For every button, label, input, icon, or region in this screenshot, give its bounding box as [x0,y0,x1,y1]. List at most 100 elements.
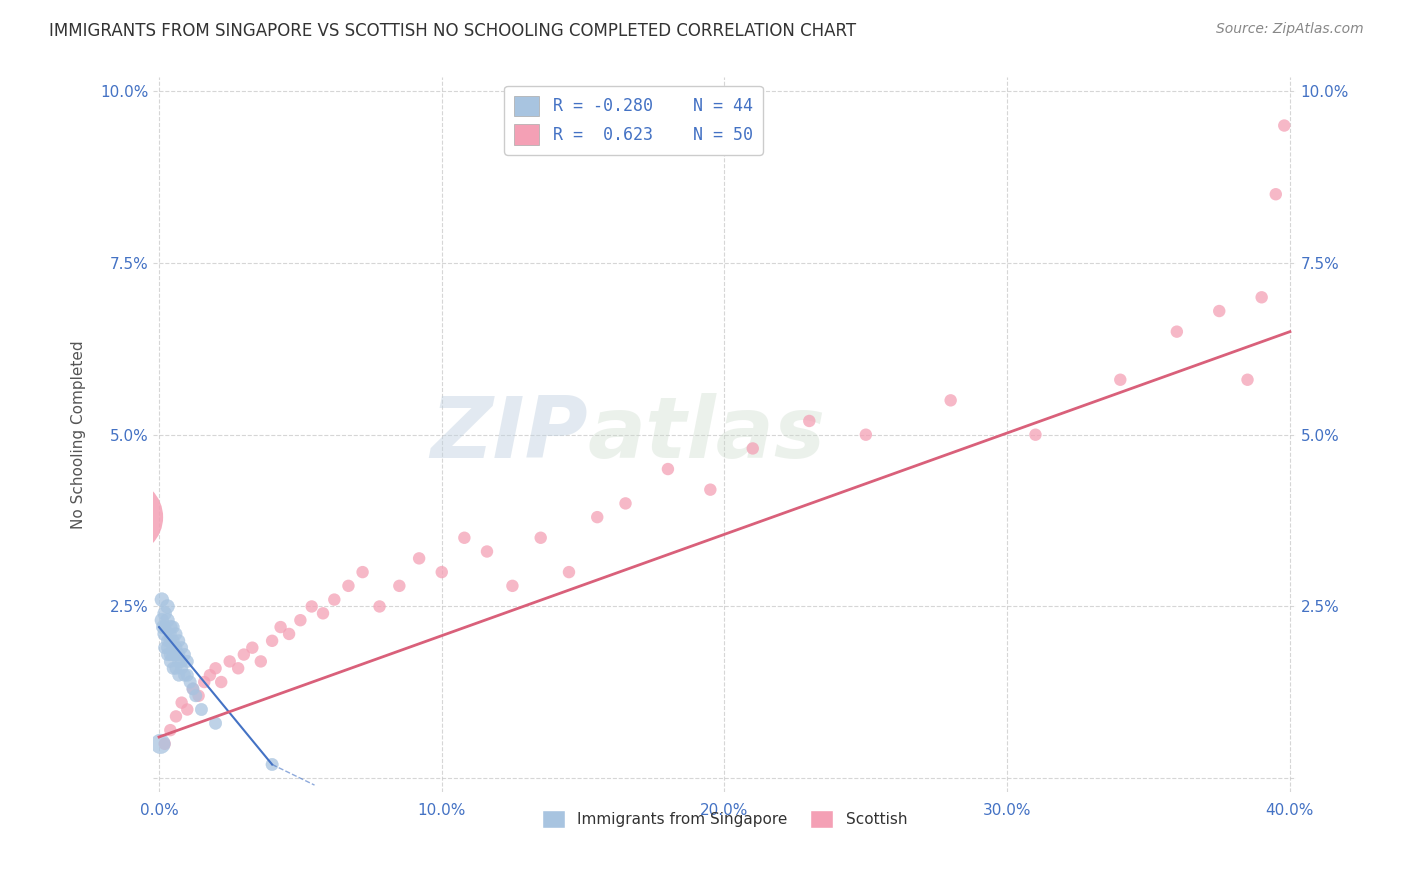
Point [162,633,184,648]
Point [150,613,173,627]
Point [156,633,179,648]
Point [181,681,204,696]
Point [323,592,346,607]
Point [1272,119,1295,133]
Point [162,648,184,662]
Point [165,661,187,675]
Point [262,757,284,772]
Point [232,648,254,662]
Point [368,599,391,614]
Point [204,661,226,675]
Point [114,510,136,524]
Point [153,627,176,641]
Point [170,640,193,655]
Point [198,668,221,682]
Point [312,607,335,621]
Point [1166,325,1188,339]
Point [153,640,176,655]
Point [352,565,374,579]
Point [558,565,581,579]
Point [176,702,198,716]
Point [270,620,292,634]
Point [501,579,523,593]
Point [204,716,226,731]
Point [262,633,284,648]
Point [165,627,187,641]
Point [388,579,411,593]
Point [179,675,201,690]
Point [741,442,763,456]
Point [162,640,184,655]
Point [159,633,181,648]
Point [170,661,193,675]
Point [167,668,190,682]
Point [408,551,430,566]
Point [530,531,553,545]
Point [855,427,877,442]
Point [159,648,181,662]
Point [167,648,190,662]
Point [290,613,312,627]
Point [165,648,187,662]
Point [301,599,323,614]
Point [939,393,962,408]
Text: Source: ZipAtlas.com: Source: ZipAtlas.com [1216,22,1364,37]
Point [159,655,181,669]
Point [453,531,475,545]
Point [170,655,193,669]
Point [167,633,190,648]
Point [614,496,637,510]
Point [173,648,195,662]
Point [165,640,187,655]
Point [699,483,721,497]
Point [240,640,263,655]
Point [337,579,360,593]
Point [162,661,184,675]
Text: atlas: atlas [588,393,825,476]
Legend: Immigrants from Singapore, Scottish: Immigrants from Singapore, Scottish [536,804,912,834]
Point [176,655,198,669]
Point [167,655,190,669]
Point [430,565,453,579]
Point [1236,373,1258,387]
Point [150,592,173,607]
Point [156,599,179,614]
Point [226,661,249,675]
Point [156,613,179,627]
Point [159,627,181,641]
Point [156,640,179,655]
Point [657,462,679,476]
Point [209,675,232,690]
Point [1264,187,1286,202]
Point [159,620,181,634]
Point [586,510,609,524]
Point [190,702,212,716]
Point [162,620,184,634]
Point [149,737,172,751]
Point [152,620,174,634]
Text: ZIP: ZIP [430,393,588,476]
Point [187,689,209,703]
Point [153,620,176,634]
Point [1109,373,1132,387]
Point [218,655,240,669]
Point [156,648,179,662]
Point [170,696,193,710]
Point [475,544,498,558]
Point [153,737,176,751]
Point [1024,427,1046,442]
Point [184,689,207,703]
Point [153,607,176,621]
Point [1208,304,1230,318]
Point [249,655,271,669]
Point [159,723,181,738]
Point [193,675,215,690]
Point [799,414,821,428]
Point [1250,290,1272,304]
Point [278,627,301,641]
Point [181,681,204,696]
Y-axis label: No Schooling Completed: No Schooling Completed [72,341,86,529]
Point [176,668,198,682]
Point [173,668,195,682]
Point [165,709,187,723]
